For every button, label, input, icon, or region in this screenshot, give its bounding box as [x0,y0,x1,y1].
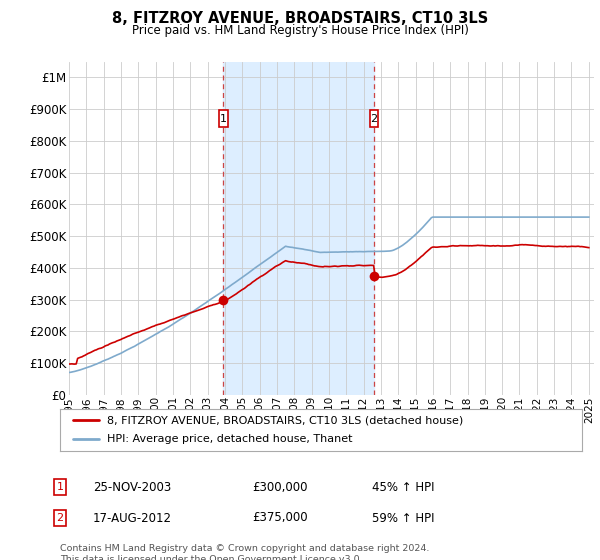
Text: 2: 2 [56,513,64,523]
Text: 25-NOV-2003: 25-NOV-2003 [93,480,171,494]
Text: 1: 1 [56,482,64,492]
Bar [223,62,374,395]
Text: £375,000: £375,000 [252,511,308,525]
Text: 1: 1 [220,114,227,124]
Text: HPI: Average price, detached house, Thanet: HPI: Average price, detached house, Than… [107,435,352,445]
Text: 8, FITZROY AVENUE, BROADSTAIRS, CT10 3LS (detached house): 8, FITZROY AVENUE, BROADSTAIRS, CT10 3LS… [107,415,463,425]
FancyBboxPatch shape [370,110,378,128]
Text: Contains HM Land Registry data © Crown copyright and database right 2024.
This d: Contains HM Land Registry data © Crown c… [60,544,430,560]
Text: 17-AUG-2012: 17-AUG-2012 [93,511,172,525]
Text: £300,000: £300,000 [252,480,308,494]
Text: Price paid vs. HM Land Registry's House Price Index (HPI): Price paid vs. HM Land Registry's House … [131,24,469,36]
Text: 2: 2 [370,114,377,124]
FancyBboxPatch shape [219,110,227,128]
Text: 45% ↑ HPI: 45% ↑ HPI [372,480,434,494]
Text: 8, FITZROY AVENUE, BROADSTAIRS, CT10 3LS: 8, FITZROY AVENUE, BROADSTAIRS, CT10 3LS [112,11,488,26]
Text: 59% ↑ HPI: 59% ↑ HPI [372,511,434,525]
